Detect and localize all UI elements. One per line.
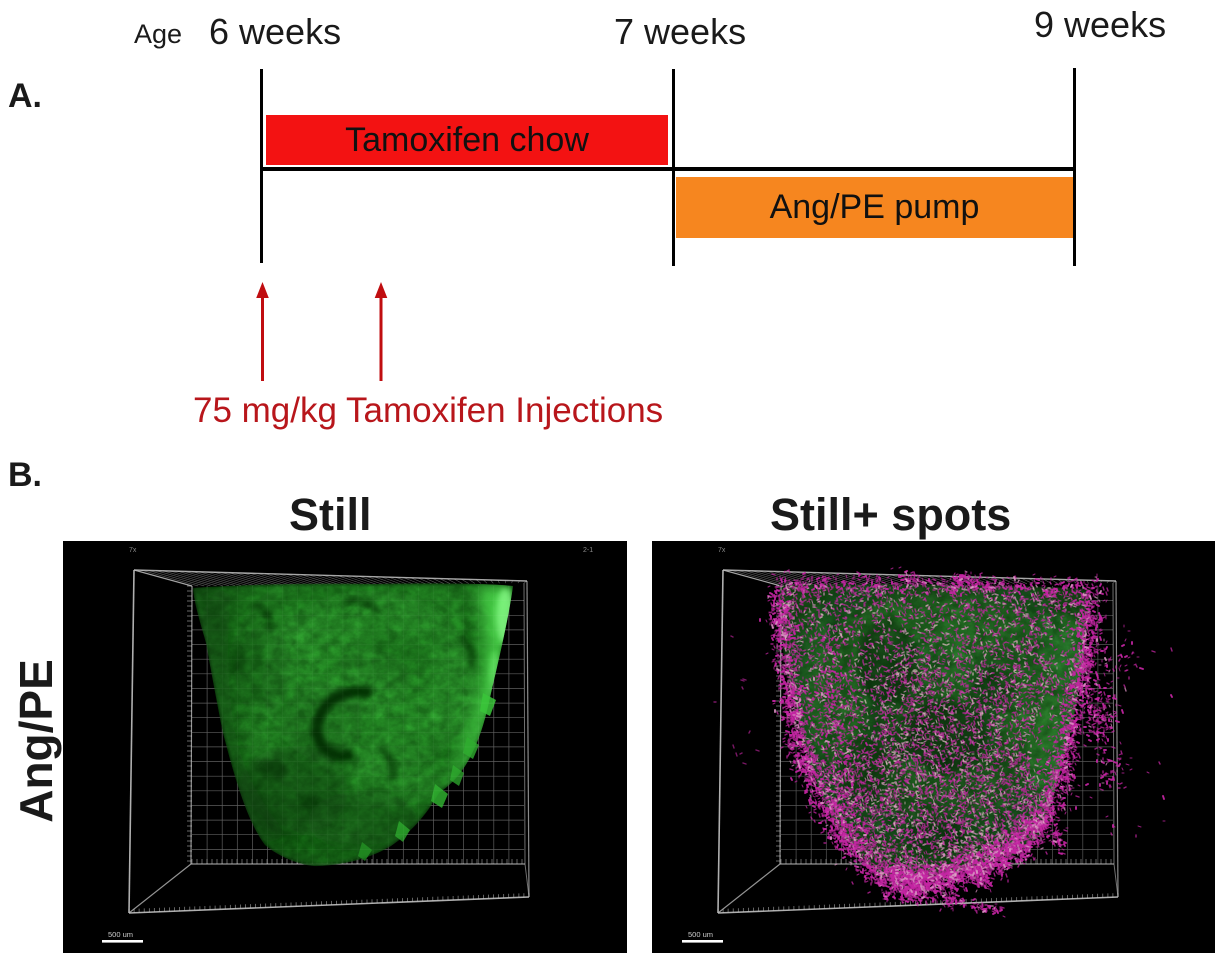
svg-text:7x: 7x [718, 547, 726, 554]
svg-text:500 um: 500 um [108, 930, 133, 939]
svg-text:2-1: 2-1 [583, 547, 593, 554]
svg-text:500 um: 500 um [688, 930, 713, 939]
svg-text:7x: 7x [129, 547, 137, 554]
